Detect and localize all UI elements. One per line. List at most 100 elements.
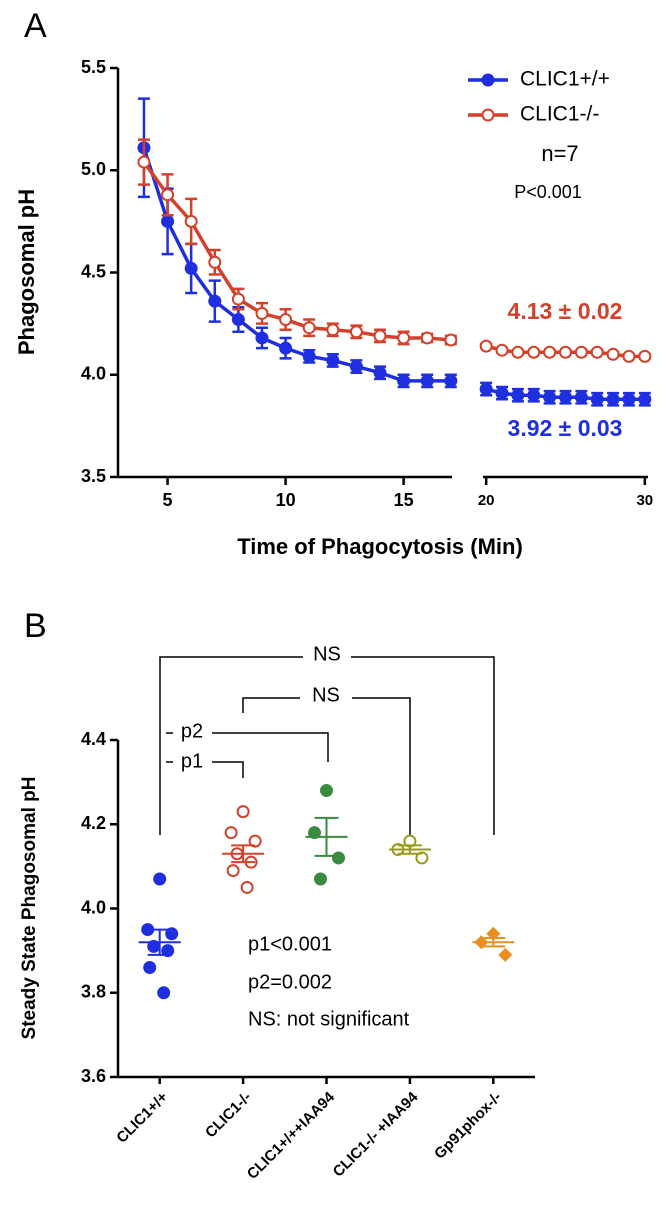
data-point bbox=[622, 349, 636, 363]
data-point bbox=[226, 864, 240, 878]
data-point bbox=[208, 255, 222, 269]
note: p2=0.002 bbox=[248, 971, 332, 993]
summary-label: 4.13 ± 0.02 bbox=[508, 298, 623, 324]
y-axis-title: Phagosomal pH bbox=[14, 189, 39, 355]
legend-marker bbox=[481, 108, 495, 122]
y-tick-label: 5.5 bbox=[81, 57, 106, 77]
y-tick-label: 5.0 bbox=[81, 159, 106, 179]
data-point bbox=[208, 294, 222, 308]
data-point bbox=[511, 388, 525, 402]
error-bar bbox=[314, 816, 339, 857]
data-point bbox=[231, 313, 245, 327]
summary-label: 3.92 ± 0.03 bbox=[508, 415, 623, 441]
data-point bbox=[559, 390, 572, 404]
data-point bbox=[479, 382, 493, 396]
data-point bbox=[606, 392, 620, 406]
data-point bbox=[574, 345, 588, 359]
bracket bbox=[166, 761, 244, 778]
data-point bbox=[543, 390, 557, 404]
data-point bbox=[638, 349, 652, 363]
data-point bbox=[279, 341, 293, 355]
data-point bbox=[373, 329, 387, 343]
note: p1<0.001 bbox=[248, 933, 332, 955]
legend-label: CLIC1+/+ bbox=[520, 68, 610, 91]
data-point bbox=[420, 331, 434, 345]
x-tick-label: Gp91phox-/- bbox=[431, 1089, 505, 1163]
x-axis-title: Time of Phagocytosis (Min) bbox=[237, 534, 523, 559]
data-point bbox=[444, 374, 458, 388]
data-point bbox=[495, 386, 509, 400]
data-point bbox=[349, 325, 363, 339]
data-point bbox=[255, 306, 269, 320]
data-point bbox=[527, 345, 541, 359]
error-bar bbox=[147, 928, 172, 956]
data-point bbox=[302, 321, 316, 335]
data-point bbox=[397, 331, 411, 345]
annotation: n=7 bbox=[541, 141, 578, 166]
x-tick-label: 20 bbox=[478, 492, 495, 509]
x-tick-label: CLIC1+/+ bbox=[113, 1088, 171, 1146]
data-point bbox=[511, 345, 525, 359]
bracket bbox=[242, 697, 411, 835]
data-point bbox=[326, 323, 340, 337]
data-point bbox=[397, 374, 411, 388]
y-tick-label: 4.2 bbox=[81, 813, 106, 833]
data-point bbox=[157, 986, 171, 1000]
data-point bbox=[236, 805, 250, 819]
data-point bbox=[495, 343, 509, 357]
data-point bbox=[444, 333, 458, 347]
data-point bbox=[527, 388, 541, 402]
data-point bbox=[415, 851, 429, 865]
data-point bbox=[184, 261, 198, 275]
bracket-label: NS bbox=[313, 643, 341, 665]
data-point bbox=[314, 872, 327, 886]
y-tick-label: 3.5 bbox=[81, 466, 106, 486]
annotation: P<0.001 bbox=[514, 182, 582, 202]
error-bar bbox=[397, 844, 422, 855]
x-tick-label: CLIC1+/++IAA94 bbox=[244, 1088, 339, 1183]
y-tick-label: 3.8 bbox=[81, 982, 106, 1002]
data-point bbox=[161, 944, 175, 958]
data-point bbox=[279, 313, 293, 327]
data-point bbox=[240, 880, 254, 894]
x-tick-label: 5 bbox=[163, 490, 173, 510]
data-point bbox=[543, 345, 557, 359]
error-bar bbox=[231, 844, 256, 864]
data-point bbox=[638, 392, 652, 406]
panel-label: B bbox=[24, 607, 47, 645]
y-axis-title: Steady State Phagosomal pH bbox=[19, 777, 40, 1040]
data-point bbox=[224, 826, 238, 840]
data-point bbox=[606, 347, 620, 361]
data-point bbox=[326, 353, 340, 367]
data-point bbox=[308, 826, 321, 840]
error-bar bbox=[481, 936, 506, 948]
data-point bbox=[590, 345, 604, 359]
legend-marker bbox=[481, 73, 495, 87]
legend-label: CLIC1-/- bbox=[520, 103, 599, 126]
x-tick-label: CLIC1-/- +IAA94 bbox=[330, 1088, 422, 1180]
data-point bbox=[498, 947, 513, 962]
note: NS: not significant bbox=[248, 1008, 410, 1030]
data-point bbox=[622, 392, 636, 406]
y-tick-label: 4.5 bbox=[81, 261, 106, 281]
data-point bbox=[332, 851, 345, 865]
x-tick-label: 10 bbox=[276, 490, 296, 510]
data-point bbox=[349, 360, 363, 374]
data-point bbox=[137, 155, 151, 169]
data-point bbox=[184, 214, 198, 228]
y-tick-label: 4.0 bbox=[81, 364, 106, 384]
panel-label: A bbox=[24, 7, 47, 45]
data-point bbox=[559, 345, 572, 359]
data-point bbox=[373, 366, 387, 380]
bracket-label: p2 bbox=[181, 720, 203, 742]
data-point bbox=[161, 188, 175, 202]
data-point bbox=[153, 872, 167, 886]
data-point bbox=[231, 292, 245, 306]
y-tick-label: 3.6 bbox=[81, 1066, 106, 1086]
data-point bbox=[165, 927, 179, 941]
data-point bbox=[248, 834, 262, 848]
data-point bbox=[143, 960, 157, 974]
y-tick-label: 4.4 bbox=[81, 729, 106, 749]
data-point bbox=[161, 214, 175, 228]
